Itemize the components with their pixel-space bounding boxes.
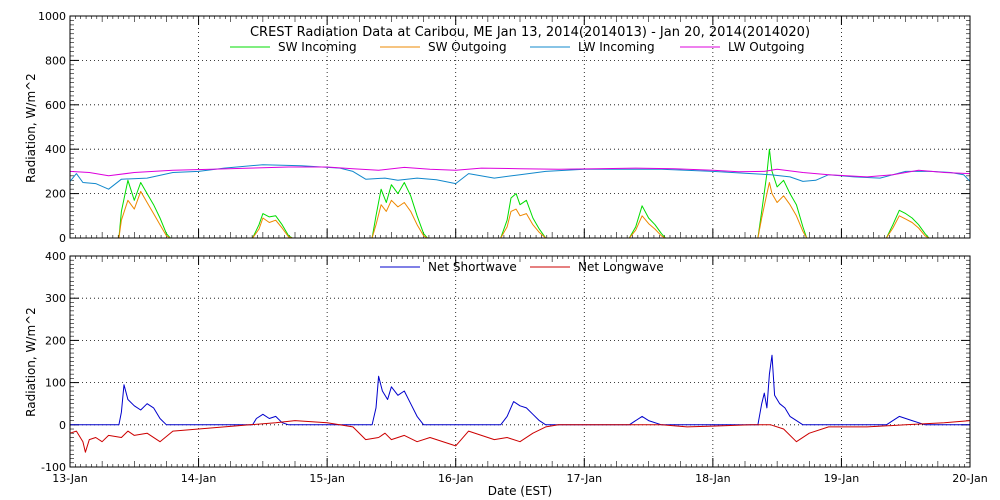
legend-label-net-longwave: Net Longwave (578, 260, 664, 274)
x-tick-label: 14-Jan (181, 472, 217, 485)
x-tick-label: 17-Jan (567, 472, 603, 485)
legend-label-lw-outgoing: LW Outgoing (728, 40, 805, 54)
top-series-lw-outgoing (69, 166, 971, 178)
top-plot-frame (69, 15, 971, 239)
bottom-y-tick-label: 300 (45, 292, 66, 305)
x-axis-label: Date (EST) (488, 484, 552, 498)
x-tick-label: 19-Jan (824, 472, 860, 485)
legend-label-net-shortwave: Net Shortwave (428, 260, 517, 274)
top-y-tick-label: 200 (45, 188, 66, 201)
bottom-y-tick-label: -100 (41, 461, 66, 474)
bottom-y-tick-label: 0 (59, 419, 66, 432)
bottom-series-net-longwave (69, 420, 971, 453)
top-y-tick-label: 1000 (38, 10, 66, 23)
legend-label-lw-incoming: LW Incoming (578, 40, 655, 54)
top-y-tick-label: 400 (45, 143, 66, 156)
top-y-tick-label: 0 (59, 232, 66, 245)
top-panel: 0 200 400 600 800 1000 SW Incoming SW Outgoing L… (38, 10, 971, 245)
x-tick-label: 15-Jan (309, 472, 345, 485)
chart-title: CREST Radiation Data at Caribou, ME Jan … (250, 25, 810, 40)
x-tick-label: 20-Jan (952, 472, 988, 485)
bottom-y-tick-label: 400 (45, 250, 66, 263)
bottom-panel: -100 0 100 200 300 400 Net Shortwave Net Longwa… (41, 250, 988, 485)
bottom-series-net-shortwave (70, 354, 970, 426)
bottom-y-tick-label: 200 (45, 334, 66, 347)
top-y-tick-label: 800 (45, 54, 66, 67)
legend-label-sw-incoming: SW Incoming (278, 40, 357, 54)
bottom-y-axis-label: Radiation, W/m^2 (24, 307, 38, 417)
x-tick-label: 13-Jan (52, 472, 88, 485)
top-y-axis-label: Radiation, W/m^2 (24, 73, 38, 183)
bottom-plot-frame (69, 255, 971, 468)
x-tick-label: 18-Jan (695, 472, 731, 485)
top-y-tick-label: 600 (45, 99, 66, 112)
top-series-sw-outgoing (70, 182, 970, 239)
x-tick-label: 16-Jan (438, 472, 474, 485)
legend-label-sw-outgoing: SW Outgoing (428, 40, 507, 54)
bottom-y-tick-label: 100 (45, 377, 66, 390)
